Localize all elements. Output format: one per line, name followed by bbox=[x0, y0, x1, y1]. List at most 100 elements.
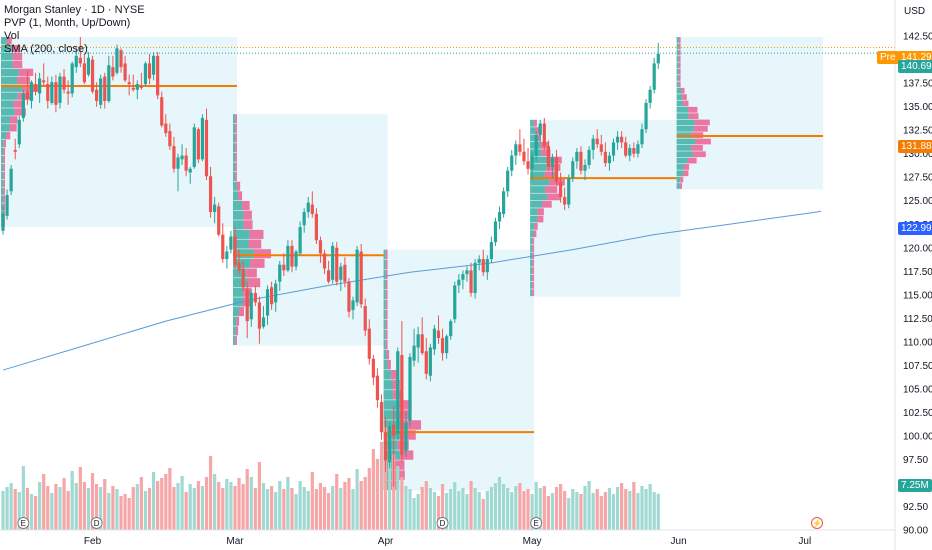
candle-body bbox=[424, 351, 428, 374]
volume-bar bbox=[46, 486, 50, 530]
volume-bar bbox=[196, 481, 200, 530]
volume-profile-bar-down bbox=[236, 181, 241, 191]
volume-bar bbox=[302, 487, 306, 530]
candle-body bbox=[119, 50, 123, 68]
candle-body bbox=[656, 53, 660, 64]
candle-body bbox=[5, 195, 9, 216]
volume-profile-bar-down bbox=[385, 289, 388, 300]
candle-body bbox=[461, 274, 465, 280]
candle-body bbox=[257, 302, 262, 329]
volume-bar bbox=[261, 483, 266, 530]
volume-profile-bar-up bbox=[530, 208, 538, 216]
volume-bar bbox=[343, 482, 347, 530]
y-tick-label: 132.50 bbox=[903, 126, 932, 137]
indicator-pvp[interactable]: PVP (1, Month, Up/Down) bbox=[4, 17, 131, 29]
y-tick-label: 97.50 bbox=[903, 455, 928, 466]
volume-profile-bar-down bbox=[235, 172, 237, 182]
volume-profile-bar-down bbox=[385, 269, 388, 280]
volume-profile-bar-up bbox=[383, 259, 386, 270]
volume-bar bbox=[595, 489, 599, 530]
currency-label[interactable]: USD bbox=[904, 6, 926, 17]
volume-profile-bar-up bbox=[676, 43, 679, 50]
volume-profile-bar-up bbox=[232, 220, 244, 230]
y-tick-label: 115.00 bbox=[903, 290, 932, 301]
volume-profile-bar-up bbox=[1, 84, 22, 92]
indicator-sma[interactable]: SMA (200, close) bbox=[4, 43, 88, 55]
candle-body bbox=[164, 123, 168, 134]
volume-bar bbox=[363, 477, 367, 530]
indicator-vol[interactable]: Vol bbox=[4, 30, 20, 42]
candle-body bbox=[156, 55, 160, 96]
symbol-title[interactable]: Morgan Stanley · 1D · NYSE bbox=[4, 4, 145, 16]
y-tick-label: 110.00 bbox=[903, 337, 932, 348]
candle-body bbox=[233, 236, 237, 265]
volume-profile-bar-down bbox=[691, 145, 703, 151]
volume-bar bbox=[74, 483, 78, 530]
volume-tag: 7.25M bbox=[898, 479, 932, 492]
volume-profile-bar-up bbox=[1, 179, 4, 187]
candle-body bbox=[485, 259, 489, 273]
candle-body bbox=[477, 259, 481, 263]
x-tick-label: Feb bbox=[84, 536, 102, 547]
volume-profile-bar-down bbox=[235, 114, 237, 124]
volume-bar bbox=[563, 491, 567, 530]
candle-body bbox=[298, 227, 302, 254]
volume-bar bbox=[571, 489, 575, 530]
volume-bar bbox=[143, 491, 148, 530]
volume-profile-bar-down bbox=[532, 259, 535, 267]
volume-profile-bar-down bbox=[13, 100, 24, 108]
volume-profile-bar-down bbox=[546, 164, 561, 171]
volume-bar bbox=[95, 484, 99, 530]
volume-profile-bar-down bbox=[10, 116, 18, 124]
candle-body bbox=[131, 87, 135, 90]
event-marker-label: D bbox=[94, 519, 100, 528]
volume-profile-bar-up bbox=[383, 350, 387, 360]
volume-bar bbox=[546, 496, 550, 530]
volume-profile-bar-down bbox=[678, 43, 681, 50]
volume-profile-bar-down bbox=[385, 329, 388, 340]
candle-body bbox=[607, 155, 612, 164]
volume-profile-bar-up bbox=[1, 187, 4, 195]
candle-body bbox=[70, 63, 74, 94]
volume-bar bbox=[599, 496, 603, 530]
volume-profile-bar-down bbox=[3, 163, 5, 172]
candle-body bbox=[99, 78, 103, 105]
candle-body bbox=[123, 63, 127, 81]
volume-profile-bar-up bbox=[232, 114, 236, 124]
volume-bar bbox=[416, 494, 420, 530]
volume-bar bbox=[477, 492, 481, 530]
volume-profile-bar-down bbox=[235, 133, 237, 143]
candle-body bbox=[180, 155, 184, 160]
volume-profile-bar-down bbox=[537, 215, 544, 223]
volume-profile-bar-down bbox=[6, 37, 12, 45]
volume-bar bbox=[518, 483, 522, 530]
volume-profile-bar-down bbox=[395, 470, 405, 480]
candle-body bbox=[392, 424, 396, 436]
candle-body bbox=[139, 85, 143, 88]
candle-body bbox=[636, 144, 640, 154]
volume-bar bbox=[318, 483, 323, 530]
volume-profile-bar-down bbox=[391, 370, 398, 380]
candle-body bbox=[176, 157, 180, 169]
volume-profile-bar-down bbox=[683, 100, 689, 107]
volume-profile-bar-up bbox=[232, 200, 243, 211]
volume-bar bbox=[392, 454, 396, 530]
volume-profile-bar-up bbox=[232, 123, 236, 133]
volume-profile-bar-up bbox=[530, 223, 535, 230]
volume-bar bbox=[274, 492, 278, 530]
volume-profile-bar-down bbox=[3, 179, 5, 187]
volume-bar bbox=[192, 488, 196, 530]
volume-profile-bar-up bbox=[232, 229, 250, 239]
y-tick-label: 112.50 bbox=[903, 314, 932, 325]
volume-bar bbox=[636, 493, 640, 530]
candle-body bbox=[322, 253, 327, 269]
volume-profile-bar-down bbox=[9, 124, 17, 132]
volume-profile-bar-down bbox=[3, 147, 6, 156]
volume-profile-bar-up bbox=[383, 299, 386, 310]
volume-bar bbox=[542, 486, 546, 530]
candle-body bbox=[74, 55, 78, 68]
candle-body bbox=[314, 213, 318, 241]
y-tick-label: 105.00 bbox=[903, 384, 932, 395]
